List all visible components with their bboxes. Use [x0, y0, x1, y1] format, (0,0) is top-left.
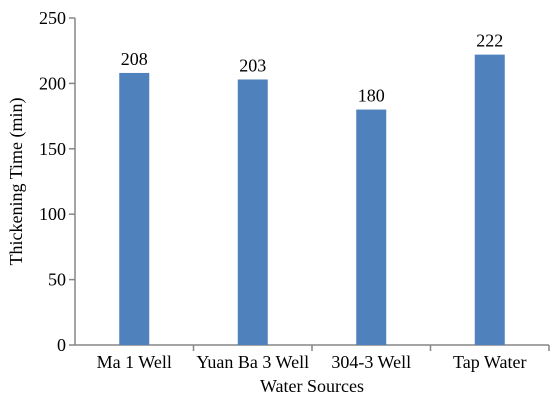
y-tick-label: 200	[39, 73, 66, 93]
x-tick-label: Yuan Ba 3 Well	[196, 352, 309, 372]
x-tick-label: Tap Water	[453, 352, 526, 372]
x-tick-label: 304-3 Well	[331, 352, 411, 372]
bars: 208 203 180 222	[119, 31, 505, 346]
bar	[237, 79, 268, 345]
x-axis-title: Water Sources	[260, 376, 364, 396]
bar-data-label: 208	[121, 49, 148, 69]
bar-data-label: 180	[358, 86, 385, 106]
bar-data-label: 222	[476, 31, 503, 51]
y-ticks: 0 50 100 150 200 250	[39, 8, 75, 355]
y-tick-label: 250	[39, 8, 66, 28]
bar	[119, 72, 150, 345]
y-tick-label: 100	[39, 204, 66, 224]
y-axis-title: Thickening Time (min)	[6, 98, 27, 266]
bar	[356, 109, 387, 345]
x-categories: Ma 1 Well Yuan Ba 3 Well 304-3 Well Tap Wat…	[97, 345, 550, 372]
y-tick-label: 50	[48, 270, 66, 290]
bar	[474, 54, 505, 346]
y-tick-label: 150	[39, 139, 66, 159]
bar-data-label: 203	[239, 55, 266, 75]
x-tick-label: Ma 1 Well	[97, 352, 172, 372]
y-tick-label: 0	[57, 335, 66, 355]
